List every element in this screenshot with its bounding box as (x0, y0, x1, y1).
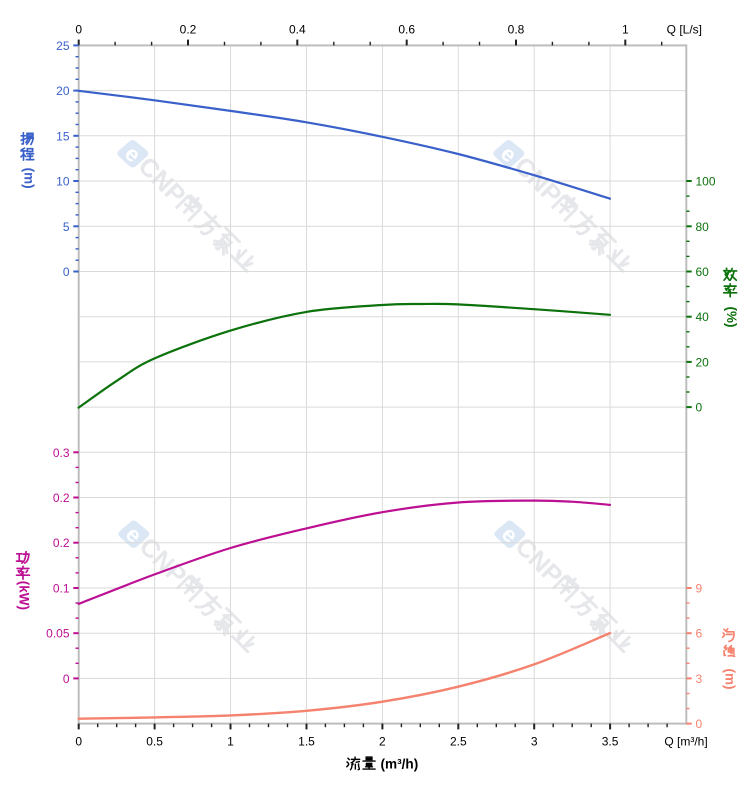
svg-text:0: 0 (63, 265, 70, 279)
svg-text:6: 6 (696, 627, 703, 641)
svg-text:0: 0 (696, 401, 703, 415)
svg-text:20: 20 (696, 355, 710, 369)
svg-text:25: 25 (56, 39, 70, 53)
svg-text:0.2: 0.2 (53, 536, 70, 550)
svg-text:(kW): (kW) (17, 581, 32, 610)
svg-text:20: 20 (56, 84, 70, 98)
svg-text:1: 1 (622, 22, 629, 36)
svg-text:2: 2 (379, 735, 386, 749)
svg-text:(%): (%) (724, 307, 739, 328)
svg-text:100: 100 (696, 175, 716, 189)
svg-text:0: 0 (75, 735, 82, 749)
svg-text:(m): (m) (21, 168, 36, 189)
svg-text:Q [m³/h]: Q [m³/h] (664, 735, 707, 749)
svg-text:40: 40 (696, 310, 710, 324)
svg-text:3.5: 3.5 (602, 735, 619, 749)
svg-text:0.05: 0.05 (46, 627, 70, 641)
svg-text:10: 10 (56, 175, 70, 189)
svg-text:15: 15 (56, 129, 70, 143)
svg-text:0.6: 0.6 (398, 22, 415, 36)
svg-text:0.3: 0.3 (53, 446, 70, 460)
svg-text:(m): (m) (723, 669, 738, 690)
svg-text:0: 0 (696, 717, 703, 731)
svg-text:0.2: 0.2 (53, 491, 70, 505)
svg-text:80: 80 (696, 220, 710, 234)
svg-text:0: 0 (63, 672, 70, 686)
svg-text:0: 0 (75, 22, 82, 36)
svg-text:0.8: 0.8 (508, 22, 525, 36)
svg-text:(m³/h): (m³/h) (381, 756, 419, 771)
svg-text:3: 3 (531, 735, 538, 749)
svg-text:1.5: 1.5 (298, 735, 315, 749)
svg-text:0.2: 0.2 (180, 22, 197, 36)
svg-text:0.4: 0.4 (289, 22, 306, 36)
svg-text:Q [L/s]: Q [L/s] (667, 22, 702, 36)
svg-text:0.5: 0.5 (146, 735, 163, 749)
svg-text:2.5: 2.5 (450, 735, 467, 749)
svg-text:9: 9 (696, 582, 703, 596)
svg-text:0.1: 0.1 (53, 582, 70, 596)
svg-text:60: 60 (696, 265, 710, 279)
svg-text:5: 5 (63, 220, 70, 234)
svg-text:1: 1 (227, 735, 234, 749)
svg-text:3: 3 (696, 672, 703, 686)
